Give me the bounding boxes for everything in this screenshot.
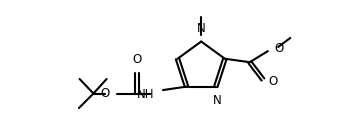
Text: O: O [133, 53, 142, 66]
Text: NH: NH [137, 88, 154, 101]
Text: O: O [269, 75, 278, 88]
Text: O: O [275, 42, 284, 55]
Text: N: N [213, 93, 222, 107]
Text: O: O [101, 87, 110, 100]
Text: N: N [197, 22, 205, 35]
